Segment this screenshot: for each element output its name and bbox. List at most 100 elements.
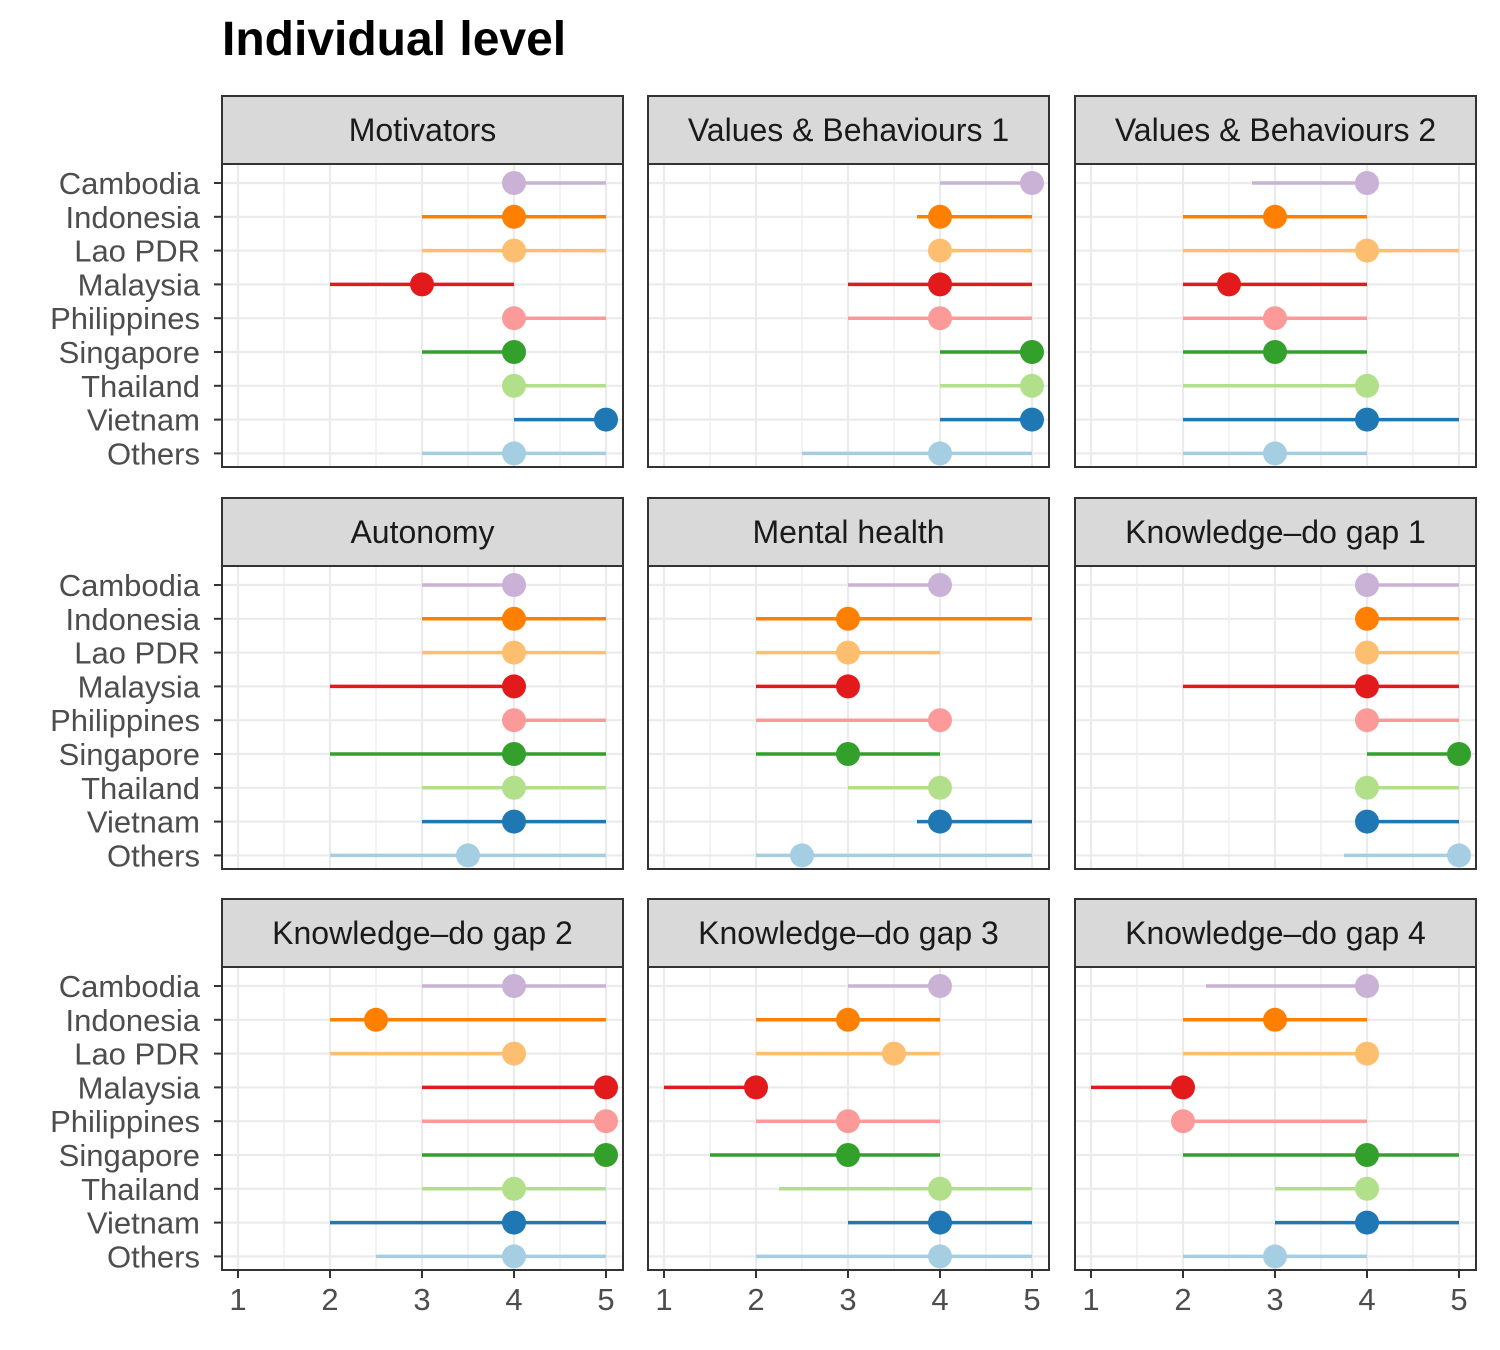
x-tick-label-5: 5: [1450, 1282, 1467, 1317]
point-knowledge-do-gap-3-others: [928, 1244, 952, 1269]
x-tick-label-4: 4: [931, 1282, 948, 1317]
y-tick-label-vietnam: Vietnam: [87, 1206, 200, 1241]
point-motivators-others: [502, 441, 526, 466]
y-tick-label-lao-pdr: Lao PDR: [74, 1037, 200, 1072]
chart-title: Individual level: [222, 13, 567, 66]
panel-strip-mental-health: [647, 497, 1050, 567]
point-autonomy-singapore: [502, 742, 526, 766]
y-tick-label-philippines: Philippines: [50, 1104, 200, 1139]
point-autonomy-cambodia: [502, 573, 526, 597]
panel-border-values-behaviours-1: [647, 163, 1050, 468]
x-tick-label-3: 3: [413, 1282, 430, 1317]
panel-strip-values-behaviours-1: [647, 95, 1050, 165]
panel-border-autonomy: [221, 565, 624, 870]
point-motivators-thailand: [502, 373, 526, 398]
point-values-behaviours-1-vietnam: [1020, 407, 1044, 432]
point-knowledge-do-gap-2-singapore: [594, 1143, 618, 1167]
point-mental-health-lao-pdr: [836, 640, 860, 665]
point-knowledge-do-gap-3-malaysia: [744, 1075, 768, 1100]
point-knowledge-do-gap-3-thailand: [928, 1176, 952, 1201]
point-values-behaviours-1-others: [928, 441, 952, 466]
point-knowledge-do-gap-1-malaysia: [1355, 674, 1379, 699]
point-knowledge-do-gap-4-philippines: [1171, 1109, 1195, 1134]
y-tick-label-cambodia: Cambodia: [59, 969, 201, 1004]
point-values-behaviours-1-lao-pdr: [928, 238, 952, 263]
point-values-behaviours-2-lao-pdr: [1355, 238, 1379, 263]
panel-title-knowledge-do-gap-4: Knowledge–do gap 4: [1125, 915, 1426, 951]
point-knowledge-do-gap-2-vietnam: [502, 1210, 526, 1235]
point-knowledge-do-gap-4-indonesia: [1263, 1007, 1287, 1032]
panel-title-motivators: Motivators: [349, 112, 497, 148]
panel-title-knowledge-do-gap-1: Knowledge–do gap 1: [1125, 514, 1426, 550]
y-tick-label-thailand: Thailand: [81, 771, 200, 806]
point-motivators-singapore: [502, 340, 526, 364]
point-autonomy-others: [456, 843, 480, 868]
point-knowledge-do-gap-4-singapore: [1355, 1143, 1379, 1167]
y-tick-label-lao-pdr: Lao PDR: [74, 234, 200, 269]
point-knowledge-do-gap-1-vietnam: [1355, 809, 1379, 834]
point-motivators-lao-pdr: [502, 238, 526, 263]
x-tick-label-1: 1: [1082, 1282, 1099, 1317]
x-tick-label-5: 5: [1023, 1282, 1040, 1317]
point-autonomy-thailand: [502, 775, 526, 800]
point-values-behaviours-1-malaysia: [928, 272, 952, 297]
x-tick-label-5: 5: [597, 1282, 614, 1317]
point-knowledge-do-gap-2-cambodia: [502, 974, 526, 998]
y-tick-label-others: Others: [107, 436, 200, 471]
point-knowledge-do-gap-2-lao-pdr: [502, 1041, 526, 1066]
y-tick-label-singapore: Singapore: [59, 737, 200, 772]
panel-title-knowledge-do-gap-2: Knowledge–do gap 2: [272, 915, 573, 951]
point-mental-health-malaysia: [836, 674, 860, 699]
point-knowledge-do-gap-1-others: [1447, 843, 1471, 868]
point-autonomy-lao-pdr: [502, 640, 526, 665]
point-values-behaviours-2-malaysia: [1217, 272, 1241, 297]
point-knowledge-do-gap-4-malaysia: [1171, 1075, 1195, 1100]
x-tick-label-1: 1: [229, 1282, 246, 1317]
point-knowledge-do-gap-4-others: [1263, 1244, 1287, 1269]
y-tick-label-vietnam: Vietnam: [87, 805, 200, 840]
point-knowledge-do-gap-1-philippines: [1355, 708, 1379, 733]
y-tick-label-singapore: Singapore: [59, 1138, 200, 1173]
point-knowledge-do-gap-4-vietnam: [1355, 1210, 1379, 1235]
point-autonomy-malaysia: [502, 674, 526, 699]
point-knowledge-do-gap-3-indonesia: [836, 1007, 860, 1032]
y-tick-label-others: Others: [107, 1239, 200, 1274]
point-knowledge-do-gap-4-lao-pdr: [1355, 1041, 1379, 1066]
point-mental-health-indonesia: [836, 606, 860, 631]
point-values-behaviours-2-thailand: [1355, 373, 1379, 398]
y-tick-label-lao-pdr: Lao PDR: [74, 636, 200, 671]
point-knowledge-do-gap-2-philippines: [594, 1109, 618, 1134]
y-tick-label-cambodia: Cambodia: [59, 568, 201, 603]
panel-strip-motivators: [221, 95, 624, 165]
point-values-behaviours-2-cambodia: [1355, 171, 1379, 195]
point-knowledge-do-gap-2-malaysia: [594, 1075, 618, 1100]
x-tick-label-4: 4: [505, 1282, 522, 1317]
point-values-behaviours-1-philippines: [928, 306, 952, 331]
panel-strip-knowledge-do-gap-4: [1074, 898, 1477, 968]
point-mental-health-philippines: [928, 708, 952, 733]
point-motivators-malaysia: [410, 272, 434, 297]
point-mental-health-others: [790, 843, 814, 868]
point-knowledge-do-gap-3-cambodia: [928, 974, 952, 998]
panel-border-values-behaviours-2: [1074, 163, 1477, 468]
point-knowledge-do-gap-4-cambodia: [1355, 974, 1379, 998]
point-knowledge-do-gap-1-indonesia: [1355, 606, 1379, 631]
point-values-behaviours-1-indonesia: [928, 204, 952, 229]
panel-title-mental-health: Mental health: [752, 514, 944, 550]
x-tick-label-1: 1: [655, 1282, 672, 1317]
point-knowledge-do-gap-1-singapore: [1447, 742, 1471, 766]
y-tick-label-philippines: Philippines: [50, 301, 200, 336]
point-values-behaviours-2-singapore: [1263, 340, 1287, 364]
y-tick-label-thailand: Thailand: [81, 1172, 200, 1207]
point-motivators-vietnam: [594, 407, 618, 432]
point-autonomy-philippines: [502, 708, 526, 733]
point-mental-health-thailand: [928, 775, 952, 800]
x-tick-label-2: 2: [1174, 1282, 1191, 1317]
point-knowledge-do-gap-2-indonesia: [364, 1007, 388, 1032]
point-knowledge-do-gap-1-lao-pdr: [1355, 640, 1379, 665]
point-motivators-philippines: [502, 306, 526, 331]
point-mental-health-vietnam: [928, 809, 952, 834]
point-knowledge-do-gap-1-cambodia: [1355, 573, 1379, 597]
panel-border-knowledge-do-gap-1: [1074, 565, 1477, 870]
